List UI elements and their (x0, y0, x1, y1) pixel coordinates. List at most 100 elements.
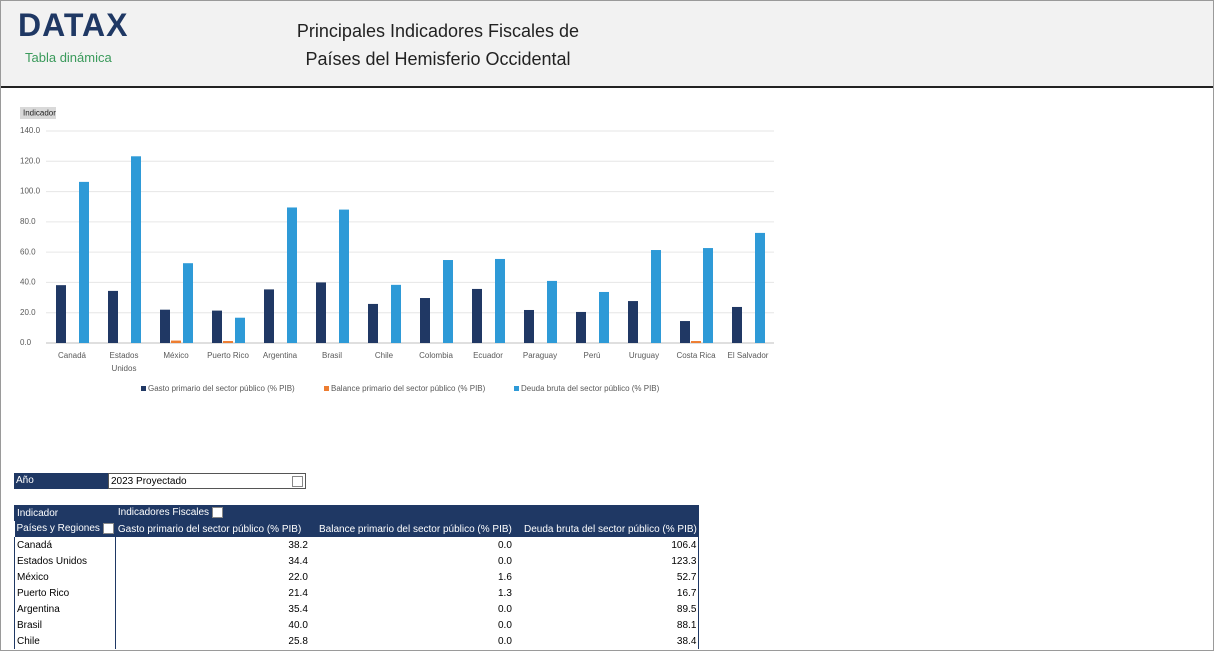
column-field-text: Indicadores Fiscales (117, 507, 210, 519)
y-tick-label: 140.0 (20, 126, 41, 135)
bar (599, 291, 609, 343)
bar (420, 298, 430, 343)
bar (56, 285, 66, 343)
row-label: Brasil (13, 617, 117, 633)
x-tick-label: Canadá (58, 351, 87, 360)
row-label: Chile (13, 633, 117, 649)
bar (235, 317, 245, 343)
filter-label: Año (14, 473, 108, 489)
dropdown[interactable] (212, 507, 224, 519)
row-label: México (13, 569, 117, 585)
header-row: Indicador Indicadores Fiscales (13, 505, 699, 521)
row-field: Países y Regiones (14, 521, 116, 537)
x-tick-label: Brasil (322, 351, 342, 360)
filter-button[interactable] (292, 476, 303, 487)
legend-swatch (141, 386, 146, 391)
y-tick-label: 40.0 (20, 278, 36, 287)
y-tick-label: 120.0 (20, 156, 41, 165)
value-cell: 40.0 (288, 619, 308, 631)
bar (316, 282, 326, 343)
field-button-bg[interactable] (20, 107, 56, 119)
value-cell: 38.4 (513, 633, 700, 649)
row: Brasil 40.0 0.0 88.1 (13, 617, 700, 633)
value-cell: 52.7 (513, 569, 700, 585)
legend-swatch (324, 386, 329, 391)
bar (732, 306, 742, 343)
x-tick-label: El Salvador (728, 351, 769, 360)
value-cell: 123.3 (513, 553, 700, 569)
corner: Indicador (13, 505, 116, 521)
value-cell: 0.0 (497, 635, 512, 647)
value-cell: 16.7 (513, 585, 700, 601)
filter: Año 2023 Proyectado (14, 473, 306, 489)
legend-label: Balance primario del sector público (% P… (331, 384, 486, 393)
x-tick-label: México (163, 351, 189, 360)
bar (287, 207, 297, 343)
bar (264, 289, 274, 343)
bar (680, 321, 690, 343)
x-tick-label: Chile (375, 351, 394, 360)
row-field-text: Países y Regiones (16, 523, 100, 535)
bar (472, 288, 482, 343)
title: Principales Indicadores Fiscales de País… (238, 17, 638, 73)
y-tick-label: 100.0 (20, 187, 41, 196)
y-tick-label: 0.0 (20, 338, 32, 347)
column-header: Balance primario del sector público (% P… (309, 521, 514, 537)
bar (160, 309, 170, 343)
bar (391, 284, 401, 343)
header: DATAX Tabla dinámica Principales Indicad… (1, 1, 1213, 88)
value-cell: 0.0 (497, 603, 512, 615)
field-button[interactable]: Indicador (23, 109, 56, 118)
value-cell: 1.6 (497, 571, 512, 583)
row: Puerto Rico 21.4 1.3 16.7 (13, 585, 700, 601)
value-cell: 89.5 (513, 601, 700, 617)
bar (223, 341, 233, 343)
bar (651, 250, 661, 343)
value-cell: 34.4 (288, 555, 308, 567)
chart: Indicador 0.0 20.0 40.0 60.0 80.0 100.0 120.0 1… (20, 107, 774, 393)
row-label: Estados Unidos (13, 553, 117, 569)
x-tick-label: Costa Rica (676, 351, 716, 360)
bar (443, 260, 453, 343)
bar (212, 310, 222, 343)
bar (108, 290, 118, 343)
x-tick-label: Ecuador (473, 351, 503, 360)
x-tick-label: Puerto Rico (207, 351, 249, 360)
legend-label: Deuda bruta del sector público (% PIB) (521, 384, 660, 393)
bar (703, 248, 713, 343)
bar (547, 280, 557, 343)
bar (524, 309, 534, 343)
dropdown (102, 523, 114, 535)
bar (576, 311, 586, 343)
row-label: Argentina (13, 601, 117, 617)
value-cell: 0.0 (497, 619, 512, 631)
row: Estados Unidos 34.4 0.0 123.3 (13, 553, 700, 569)
value-cell: 106.4 (513, 537, 700, 553)
row-label: Canadá (13, 537, 117, 553)
x-tick-label: Argentina (263, 351, 298, 360)
value-cell: 35.4 (288, 603, 308, 615)
row: Chile 25.8 0.0 38.4 (13, 633, 700, 649)
bar (368, 303, 378, 343)
x-tick-label: Uruguay (629, 351, 659, 360)
bar (183, 263, 193, 343)
value-cell: 0.0 (497, 555, 512, 567)
bar (628, 301, 638, 343)
value-cell: 88.1 (513, 617, 700, 633)
value-cell: 25.8 (288, 635, 308, 647)
y-tick-label: 20.0 (20, 308, 36, 317)
header-row: Países y Regiones Gasto primario del sect… (14, 521, 699, 537)
value-cell: 21.4 (288, 587, 308, 599)
title-line: Países del Hemisferio Occidental (305, 49, 571, 69)
x-tick-label: Colombia (419, 351, 453, 360)
bar (339, 209, 349, 343)
row: Argentina 35.4 0.0 89.5 (13, 601, 700, 617)
bar (171, 340, 181, 343)
value-cell: 22.0 (288, 571, 308, 583)
y-tick-label: 60.0 (20, 247, 36, 256)
filter-value[interactable]: 2023 Proyectado (108, 473, 306, 489)
value-cell: 1.3 (497, 587, 512, 599)
bar (79, 181, 89, 343)
bar (691, 341, 701, 343)
logo: DATAX (18, 7, 129, 43)
